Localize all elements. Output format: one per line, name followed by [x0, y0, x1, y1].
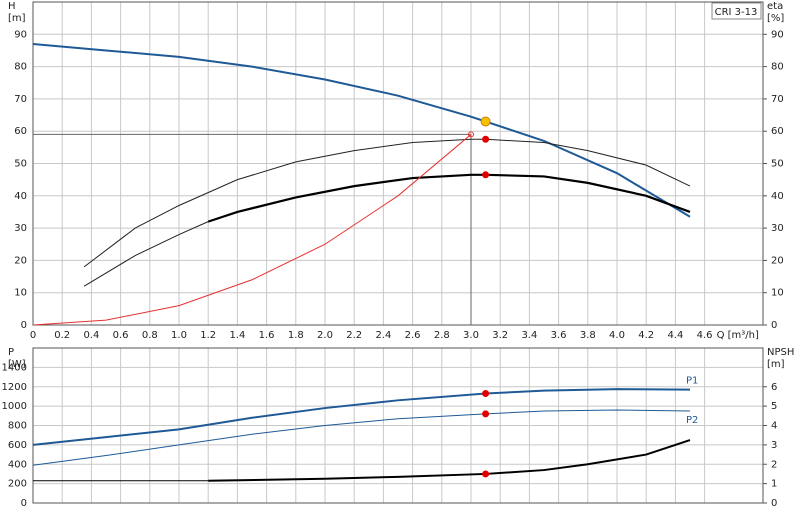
y2-tick-label: 5 [771, 401, 777, 412]
y2-tick-label: 30 [771, 223, 784, 234]
x-tick-label: 4.4 [667, 330, 683, 341]
operating-point [482, 135, 490, 143]
y-axis-unit: [W] [8, 359, 26, 370]
operating-point [482, 390, 490, 398]
y-tick-label: 1000 [2, 401, 27, 412]
y2-axis-unit: [%] [767, 13, 784, 24]
x-tick-label: 1.8 [288, 330, 304, 341]
x-tick-label: 2.0 [317, 330, 333, 341]
x-tick-label: 1.6 [259, 330, 275, 341]
x-tick-label: 2.8 [434, 330, 450, 341]
x-tick-label: 3.0 [463, 330, 479, 341]
x-tick-label: 2.2 [346, 330, 362, 341]
y-tick-label: 40 [14, 191, 27, 202]
x-tick-label: 4.6 [697, 330, 713, 341]
y2-tick-label: 1 [771, 479, 777, 490]
y-tick-label: 1200 [2, 382, 27, 393]
operating-point [482, 171, 490, 179]
y2-tick-label: 3 [771, 440, 777, 451]
y2-tick-label: 0 [771, 498, 777, 509]
series-line [207, 173, 691, 223]
y-tick-label: 30 [14, 223, 27, 234]
y2-tick-label: 80 [771, 62, 784, 73]
y-tick-label: 10 [14, 288, 27, 299]
y2-tick-label: 2 [771, 459, 777, 470]
y-tick-label: 70 [14, 94, 27, 105]
series-line [32, 134, 472, 326]
legend-box [711, 2, 762, 20]
operating-point [482, 470, 490, 478]
x-tick-label: 0.4 [83, 330, 99, 341]
series-line [208, 439, 691, 482]
series-line [83, 138, 691, 268]
operating-point [480, 116, 491, 127]
x-tick-label: 3.4 [521, 330, 537, 341]
x-tick-label: 3.2 [492, 330, 508, 341]
x-tick-label: 0.8 [142, 330, 158, 341]
y-tick-label: 600 [8, 440, 27, 451]
y-axis-label: P [8, 347, 14, 358]
series-label: P1 [686, 376, 698, 387]
y-tick-label: 60 [14, 126, 27, 137]
y-tick-label: 1400 [2, 362, 27, 373]
y-tick-label: 200 [8, 479, 27, 490]
series-line [32, 42, 691, 218]
y2-tick-label: 0 [771, 320, 777, 331]
y-tick-label: 20 [14, 255, 27, 266]
x-tick-label: 2.6 [405, 330, 421, 341]
y2-tick-label: 10 [771, 288, 784, 299]
legend-text: CRI 3-13 [715, 7, 758, 18]
guide-point [468, 131, 474, 138]
y2-tick-label: 70 [771, 94, 784, 105]
x-tick-label: 0.2 [54, 330, 70, 341]
x-tick-label: 3.8 [580, 330, 596, 341]
y-tick-label: 400 [8, 459, 27, 470]
x-tick-label: 4.2 [638, 330, 654, 341]
y2-tick-label: 40 [771, 191, 784, 202]
y-tick-label: 90 [14, 29, 27, 40]
series-line [83, 221, 209, 287]
x-tick-label: 0.6 [113, 330, 129, 341]
y2-axis-label: eta [767, 1, 783, 12]
x-tick-label: 0 [30, 330, 36, 341]
y-tick-label: 50 [14, 159, 27, 170]
x-tick-label: 3.6 [551, 330, 567, 341]
plot-frame [32, 347, 764, 504]
y2-tick-label: 50 [771, 159, 784, 170]
y2-axis-label: NPSH [767, 347, 794, 358]
y-tick-label: 800 [8, 421, 27, 432]
x-tick-label: 1.2 [200, 330, 216, 341]
y2-tick-label: 60 [771, 126, 784, 137]
x-tick-label: 2.4 [375, 330, 391, 341]
x-tick-label: 1.4 [229, 330, 245, 341]
y-tick-label: 0 [21, 498, 27, 509]
y-axis-unit: [m] [8, 13, 26, 24]
x-tick-label: 1.0 [171, 330, 187, 341]
y2-tick-label: 90 [771, 29, 784, 40]
operating-point [482, 410, 490, 418]
series-line [32, 388, 691, 446]
y-axis-label: H [8, 1, 16, 12]
y2-tick-label: 4 [771, 421, 777, 432]
y-tick-label: 80 [14, 62, 27, 73]
x-axis-label: Q [m³/h] [717, 330, 759, 341]
x-tick-label: 4.0 [609, 330, 625, 341]
plot-frame [32, 1, 764, 326]
y2-tick-label: 6 [771, 382, 777, 393]
y2-axis-unit: [m] [767, 359, 785, 370]
y2-tick-label: 20 [771, 255, 784, 266]
series-line [32, 409, 691, 466]
y-tick-label: 0 [21, 320, 27, 331]
series-label: P2 [686, 415, 698, 426]
